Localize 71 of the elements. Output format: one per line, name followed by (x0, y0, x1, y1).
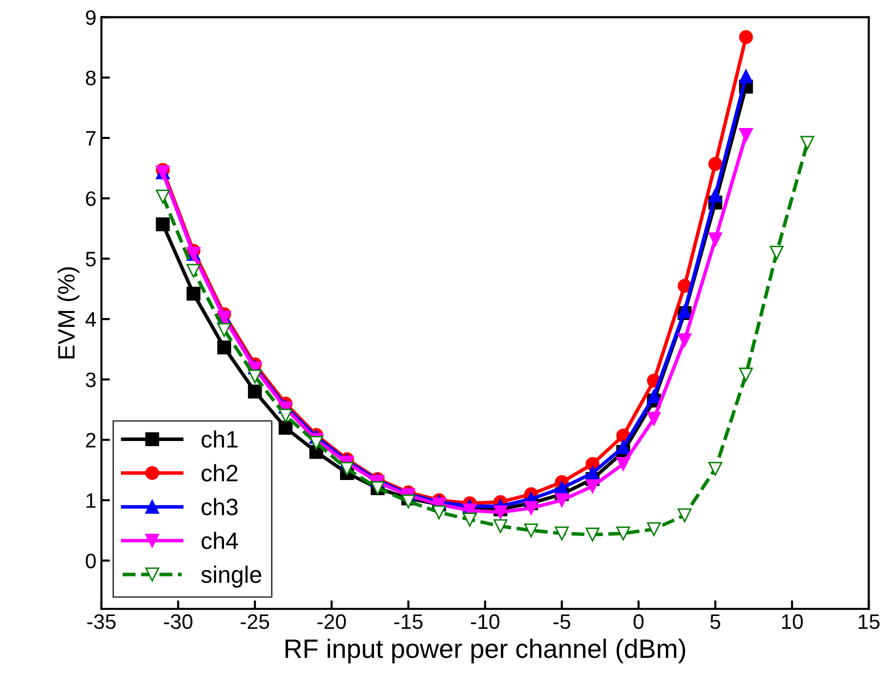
point (586, 466, 600, 480)
x-tick-label: -15 (394, 614, 423, 630)
point (708, 156, 722, 171)
point (217, 340, 232, 354)
x-tick-label: -25 (240, 614, 270, 630)
point (616, 440, 630, 454)
x-tick-label: 5 (710, 614, 720, 630)
y-tick-label: 9 (86, 10, 96, 25)
point (646, 412, 661, 426)
point (278, 408, 293, 423)
point (340, 462, 354, 476)
y-tick-label: 8 (86, 70, 96, 86)
point (432, 505, 446, 520)
point (586, 528, 600, 542)
point (186, 286, 200, 301)
x-tick-label: 15 (858, 614, 880, 630)
y-tick-label: 7 (86, 131, 96, 146)
y-axis-title: EVM (%) (57, 267, 80, 358)
point (739, 69, 753, 84)
x-tick-label: 0 (634, 614, 644, 630)
point (248, 369, 262, 384)
point (616, 457, 630, 471)
point (494, 519, 508, 534)
point (800, 136, 814, 150)
legend-label: ch4 (202, 532, 238, 550)
point (309, 436, 324, 450)
point (217, 323, 232, 337)
point (739, 128, 753, 142)
x-tick-label: -5 (553, 614, 570, 630)
legend-label: ch1 (202, 430, 238, 448)
point (678, 333, 692, 348)
y-tick-label: 3 (86, 372, 96, 388)
point (462, 512, 477, 526)
point (646, 389, 661, 404)
y-tick-label: 4 (85, 312, 96, 327)
point (708, 232, 722, 246)
point (494, 505, 508, 520)
y-tick-label: 6 (86, 191, 96, 206)
point (770, 246, 784, 260)
point (708, 462, 722, 476)
point (678, 508, 692, 522)
x-tick-label: -10 (470, 614, 500, 630)
point (524, 523, 538, 538)
x-axis-title: RF input power per channel (dBm) (286, 638, 686, 664)
point (708, 188, 722, 202)
point (586, 479, 600, 494)
y-tick-label: 2 (86, 432, 96, 448)
x-tick-label: -30 (164, 614, 192, 630)
point (524, 501, 538, 515)
point (156, 190, 170, 204)
point (248, 384, 262, 398)
point (156, 217, 170, 232)
point (739, 30, 753, 44)
y-tick-label: 1 (86, 493, 96, 508)
point (678, 278, 692, 293)
point (646, 522, 661, 536)
point (739, 368, 753, 382)
point (616, 526, 630, 540)
point (401, 494, 416, 508)
x-tick-label: -20 (318, 614, 346, 630)
legend-label: single (201, 566, 262, 588)
legend-label: ch3 (202, 498, 238, 516)
x-tick-label: -35 (87, 614, 116, 630)
x-tick-label: 10 (782, 614, 803, 630)
y-tick-label: 0 (86, 554, 96, 568)
legend-label: ch2 (202, 464, 238, 482)
y-tick-label: 5 (86, 252, 96, 266)
point (278, 420, 293, 435)
point (554, 526, 569, 540)
point (554, 493, 569, 508)
point (186, 264, 200, 278)
